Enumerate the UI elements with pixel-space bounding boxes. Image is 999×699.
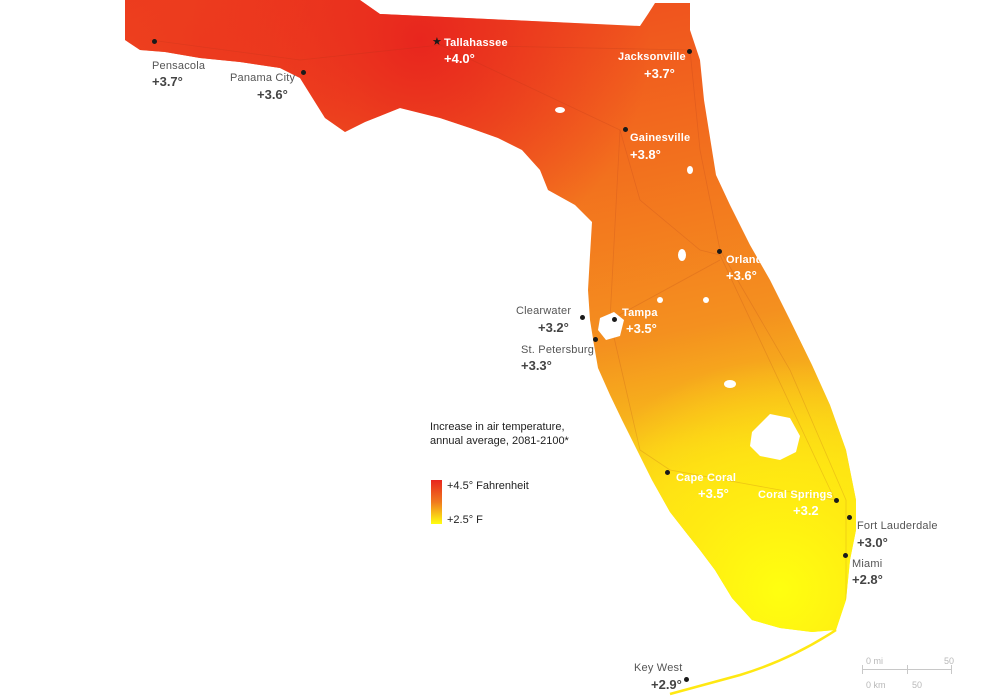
pensacola-marker — [152, 39, 157, 44]
jacksonville-value: +3.7° — [644, 66, 675, 81]
legend-min-label: +2.5° F — [447, 514, 483, 526]
scale-km-end: 50 — [912, 680, 923, 690]
miami-name: Miami — [852, 558, 883, 570]
tallahassee-name: Tallahassee — [444, 37, 508, 49]
legend-color-ramp — [431, 480, 442, 524]
scale-tick-left — [862, 665, 863, 674]
orlando-marker — [717, 249, 722, 254]
pensacola-value: +3.7° — [152, 74, 183, 89]
tampa-name: Tampa — [622, 307, 658, 319]
gainesville-value: +3.8° — [630, 147, 661, 162]
tallahassee-capital-star-icon: ★ — [432, 36, 442, 48]
coral-springs-marker — [834, 498, 839, 503]
scale-tick-mid — [907, 665, 908, 674]
key-west-marker — [684, 677, 689, 682]
legend-title: Increase in air temperature, annual aver… — [430, 421, 569, 447]
clearwater-name: Clearwater — [516, 305, 572, 317]
fort-lauderdale-marker — [847, 515, 852, 520]
orlando-value: +3.6° — [726, 268, 757, 283]
coral-springs-value: +3.2 — [793, 503, 819, 518]
scale-tick-right — [951, 665, 952, 674]
fort-lauderdale-value: +3.0° — [857, 535, 888, 550]
legend-max-label: +4.5° Fahrenheit — [447, 480, 529, 492]
jacksonville-name: Jacksonville — [618, 51, 686, 63]
panama-city-marker — [301, 70, 306, 75]
st-petersburg-name: St. Petersburg — [521, 344, 595, 356]
scale-mi-end: 50 — [944, 656, 955, 666]
miami-marker — [843, 553, 848, 558]
pensacola-name: Pensacola — [152, 60, 206, 72]
clearwater-value: +3.2° — [538, 320, 569, 335]
panama-city-value: +3.6° — [257, 87, 288, 102]
tallahassee-value: +4.0° — [444, 51, 475, 66]
st-petersburg-marker — [593, 337, 598, 342]
cape-coral-value: +3.5° — [698, 486, 729, 501]
key-west-value: +2.9° — [651, 677, 682, 692]
gainesville-marker — [623, 127, 628, 132]
cape-coral-name: Cape Coral — [676, 472, 737, 484]
jacksonville-marker — [687, 49, 692, 54]
tampa-value: +3.5° — [626, 321, 657, 336]
scale-km-zero: 0 km — [866, 680, 886, 690]
panama-city-name: Panama City — [230, 72, 296, 84]
gainesville-name: Gainesville — [630, 132, 691, 144]
scale-bar: 0 mi 50 0 km 50 — [862, 656, 962, 696]
cape-coral-marker — [665, 470, 670, 475]
fort-lauderdale-name: Fort Lauderdale — [857, 520, 938, 532]
miami-value: +2.8° — [852, 572, 883, 587]
clearwater-marker — [580, 315, 585, 320]
scale-mi-zero: 0 mi — [866, 656, 884, 666]
key-west-name: Key West — [634, 662, 683, 674]
tampa-marker — [612, 317, 617, 322]
orlando-name: Orlando — [726, 254, 770, 266]
coral-springs-name: Coral Springs — [758, 489, 833, 501]
st-petersburg-value: +3.3° — [521, 358, 552, 373]
